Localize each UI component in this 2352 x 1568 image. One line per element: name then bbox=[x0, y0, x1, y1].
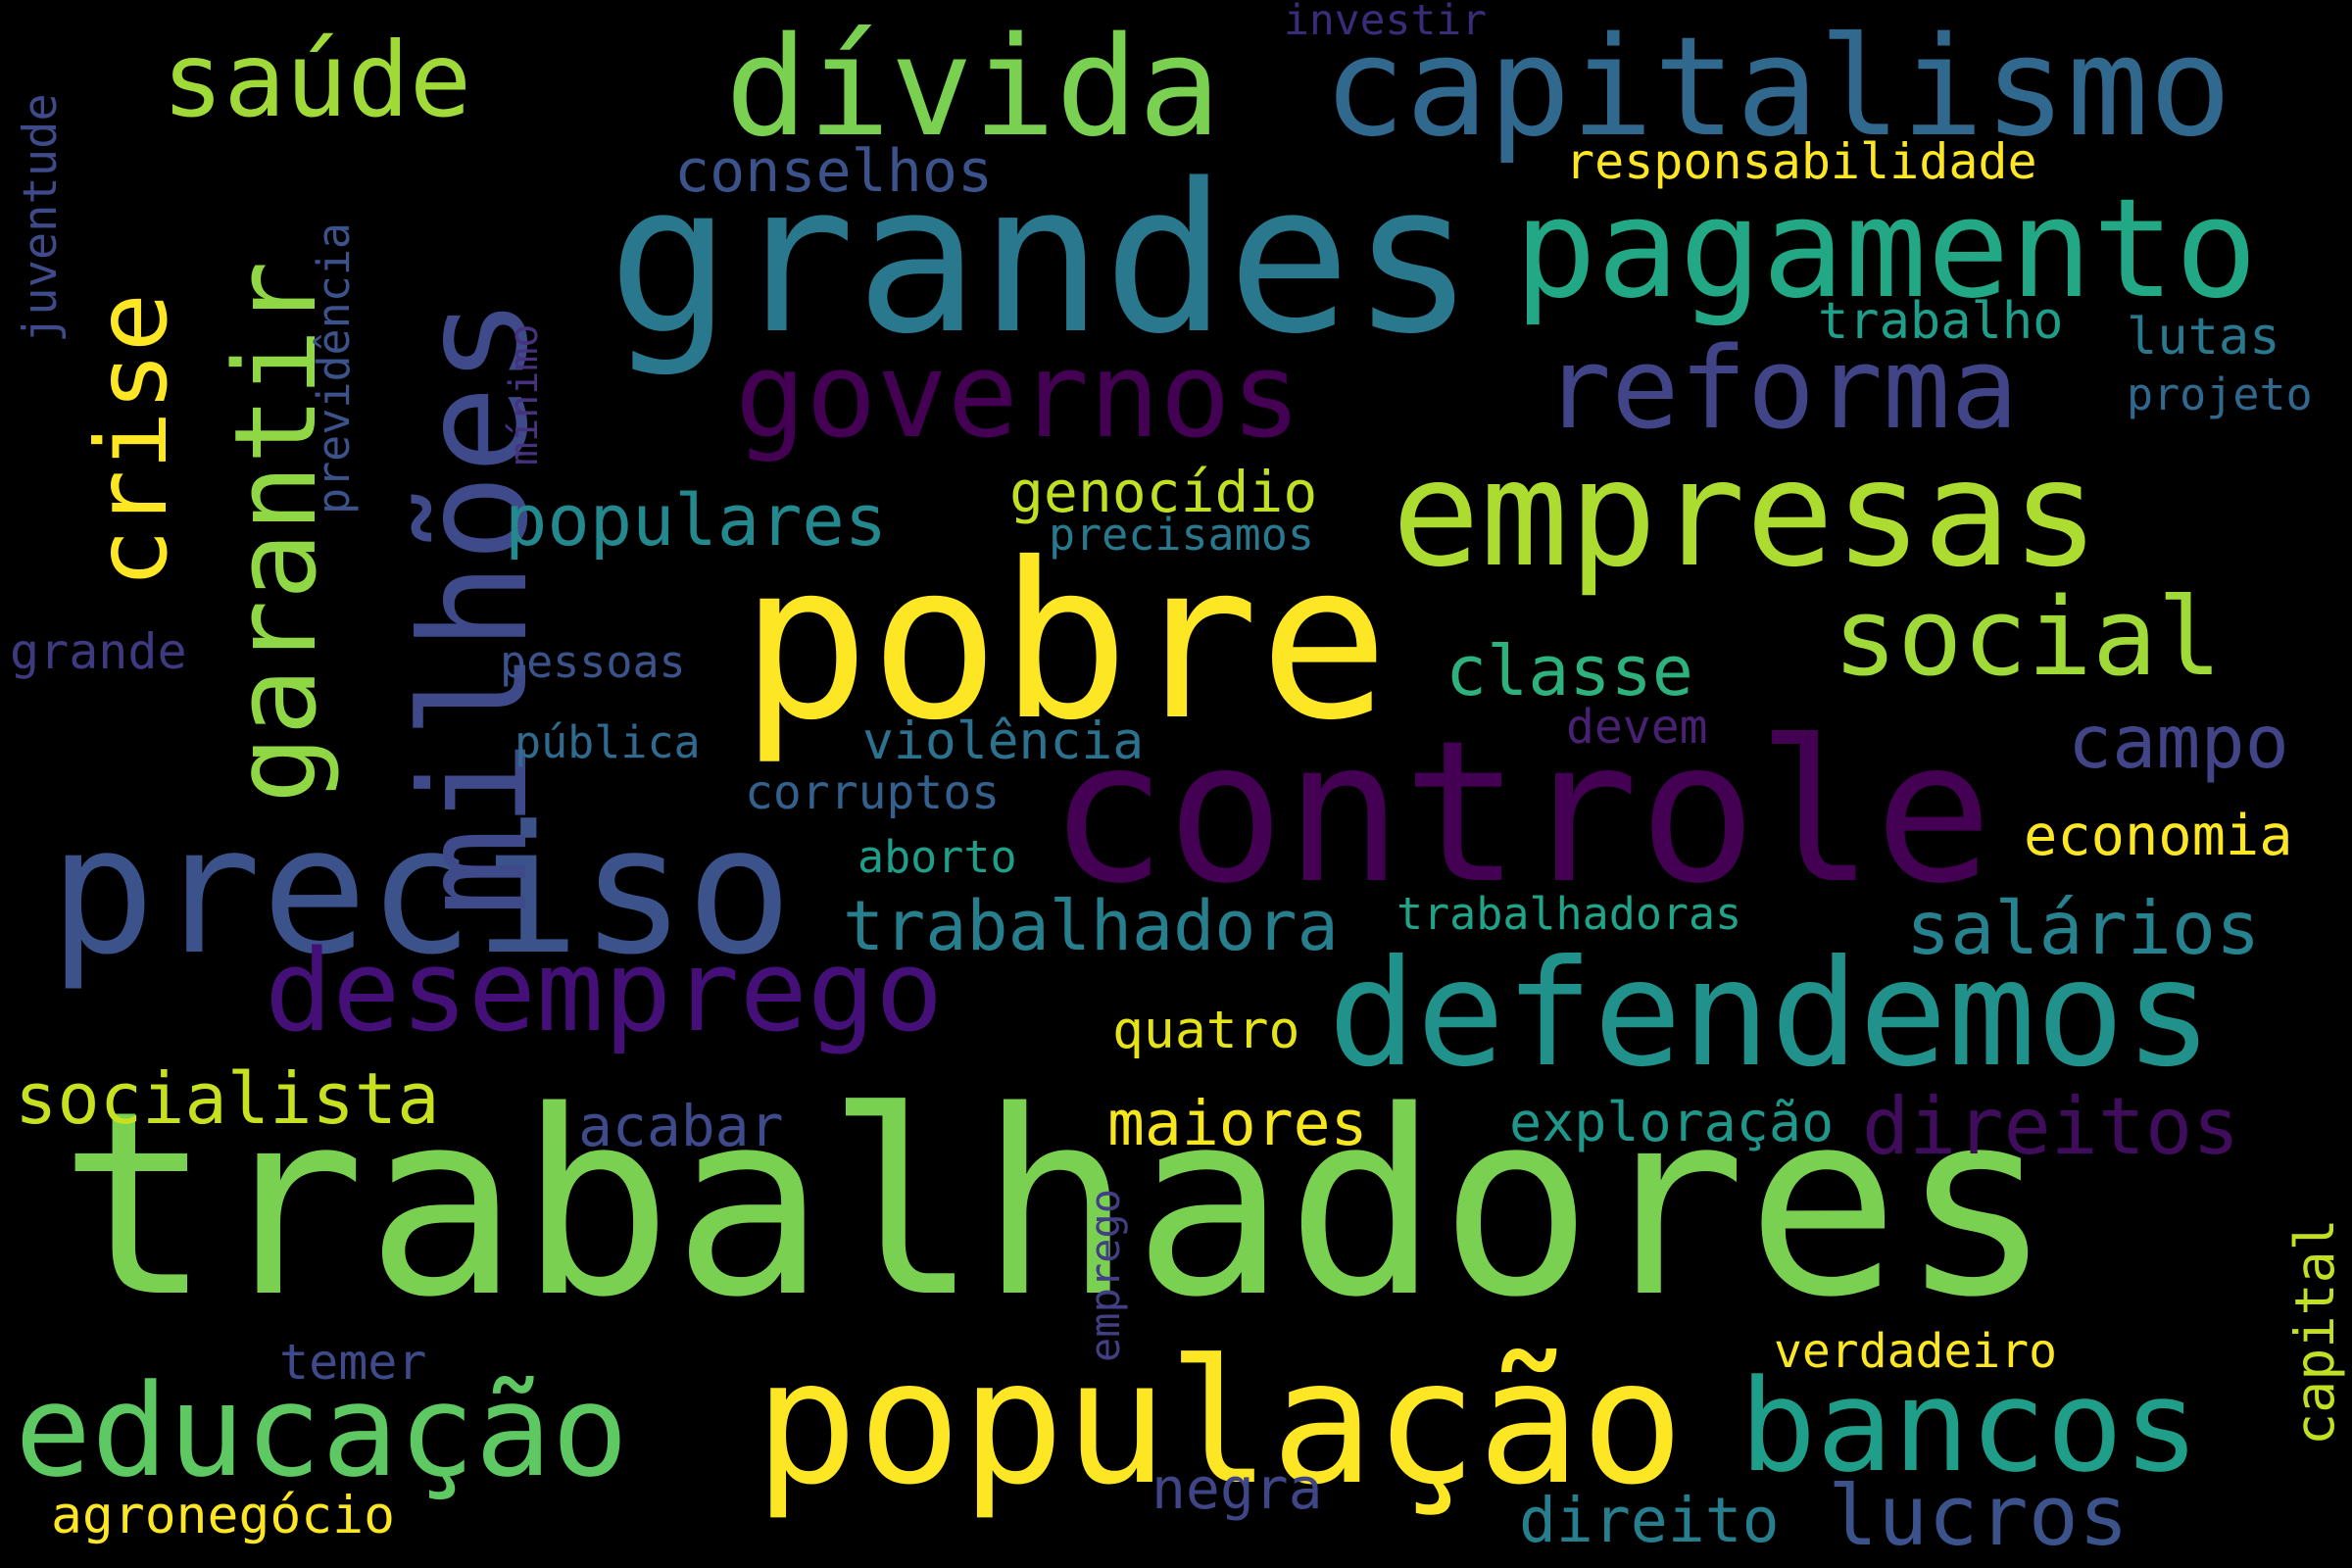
word-grande: grande bbox=[10, 623, 187, 680]
word-populacao: população bbox=[755, 1324, 1685, 1523]
word-emprego: emprego bbox=[1081, 1188, 1129, 1362]
word-pagamento: pagamento bbox=[1514, 170, 2258, 329]
word-lutas: lutas bbox=[2127, 308, 2280, 367]
word-conselhos: conselhos bbox=[674, 137, 994, 206]
word-empresas: empresas bbox=[1392, 429, 2100, 600]
word-devem: devem bbox=[1566, 700, 1708, 755]
word-minimo: mínimo bbox=[502, 323, 547, 466]
word-saude: saúde bbox=[162, 21, 472, 140]
word-responsabilidade: responsabilidade bbox=[1565, 133, 2037, 190]
word-temer: temer bbox=[279, 1334, 427, 1391]
word-trabalhadoras: trabalhadoras bbox=[1396, 888, 1742, 940]
word-preciso: preciso bbox=[49, 789, 793, 994]
word-salarios: salários bbox=[1906, 885, 2261, 971]
word-juventude: juventude bbox=[14, 93, 68, 343]
word-projeto: projeto bbox=[2127, 368, 2313, 420]
word-educacao: educação bbox=[15, 1356, 629, 1505]
word-exploracao: exploração bbox=[1509, 1091, 1835, 1153]
word-quatro: quatro bbox=[1112, 1001, 1300, 1060]
word-socialista: socialista bbox=[15, 1057, 440, 1140]
word-negra: negra bbox=[1152, 1455, 1323, 1522]
word-lucros: lucros bbox=[1828, 1468, 2130, 1565]
word-direitos: direitos bbox=[1862, 1081, 2240, 1172]
word-genocidio: genocídio bbox=[1009, 459, 1318, 525]
word-acabar: acabar bbox=[578, 1093, 784, 1159]
word-corruptos: corruptos bbox=[745, 765, 1001, 820]
word-economia: economia bbox=[2024, 804, 2293, 868]
word-desemprego: desemprego bbox=[265, 926, 944, 1057]
word-maiores: maiores bbox=[1107, 1088, 1368, 1159]
word-social: social bbox=[1833, 574, 2223, 700]
word-verdadeiro: verdadeiro bbox=[1774, 1324, 2057, 1379]
word-aborto: aborto bbox=[858, 831, 1017, 883]
word-divida: dívida bbox=[725, 8, 1221, 168]
word-capital: capital bbox=[2283, 1218, 2346, 1446]
word-trabalhadora: trabalhadora bbox=[843, 886, 1339, 966]
word-governos: governos bbox=[735, 328, 1301, 465]
word-trabalhadores: trabalhadores bbox=[59, 1057, 2053, 1353]
word-defendemos: defendemos bbox=[1328, 929, 2214, 1100]
word-publica: pública bbox=[514, 716, 701, 768]
word-reforma: reforma bbox=[1544, 323, 2019, 455]
word-direito: direito bbox=[1519, 1485, 1780, 1556]
word-precisamos: precisamos bbox=[1049, 509, 1314, 561]
word-trabalho: trabalho bbox=[1818, 292, 2064, 351]
word-bancos: bancos bbox=[1740, 1351, 2200, 1500]
word-populares: populares bbox=[505, 479, 888, 562]
word-agronegocio: agronegócio bbox=[51, 1486, 395, 1545]
word-controle: controle bbox=[1049, 699, 1993, 927]
word-investir: investir bbox=[1284, 0, 1488, 45]
word-violencia: violência bbox=[862, 711, 1145, 771]
word-capitalismo: capitalismo bbox=[1323, 8, 2232, 168]
word-campo: campo bbox=[2068, 699, 2289, 785]
word-pobre: pobre bbox=[740, 516, 1390, 767]
word-grandes: grandes bbox=[608, 139, 1476, 379]
word-pessoas: pessoas bbox=[500, 636, 686, 688]
word-crise: crise bbox=[74, 292, 189, 588]
word-classe: classe bbox=[1446, 631, 1693, 711]
word-previdencia: previdência bbox=[308, 221, 360, 514]
